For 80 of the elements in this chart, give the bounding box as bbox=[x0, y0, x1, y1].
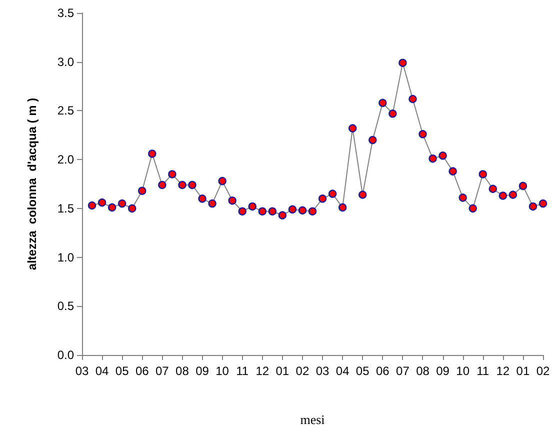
x-tick-label: 09 bbox=[196, 364, 210, 378]
y-tick-label: 2.0 bbox=[57, 152, 74, 167]
point bbox=[198, 194, 206, 203]
x-tick-label: 12 bbox=[256, 364, 270, 378]
point bbox=[378, 98, 387, 107]
point bbox=[118, 199, 126, 208]
point bbox=[428, 154, 437, 163]
point bbox=[278, 211, 287, 220]
x-tick-label: 03 bbox=[316, 364, 330, 378]
point bbox=[408, 94, 417, 104]
x-tick-label: 02 bbox=[536, 364, 550, 378]
x-tick-label: 07 bbox=[396, 364, 410, 378]
x-tick-label: 08 bbox=[176, 364, 190, 378]
point bbox=[478, 170, 487, 178]
y-axis-title: altezza colonna d'acqua ( m ) bbox=[25, 98, 39, 270]
point bbox=[178, 180, 186, 190]
point bbox=[268, 207, 277, 216]
x-tick-label: 11 bbox=[476, 364, 490, 378]
point bbox=[418, 130, 427, 138]
point bbox=[538, 199, 548, 208]
y-tick-label: 3.5 bbox=[57, 6, 74, 20]
point bbox=[188, 180, 196, 190]
point bbox=[398, 58, 407, 67]
point bbox=[208, 199, 216, 208]
point bbox=[248, 202, 256, 211]
y-tick-label: 1.0 bbox=[57, 250, 74, 264]
y-tick-label: 2.5 bbox=[57, 104, 74, 118]
x-tick-label: 01 bbox=[516, 364, 530, 378]
point bbox=[228, 196, 236, 205]
point bbox=[518, 182, 528, 190]
x-tick-label: 07 bbox=[155, 364, 170, 378]
x-tick-label: 10 bbox=[216, 364, 230, 378]
point bbox=[388, 110, 397, 118]
point bbox=[168, 170, 176, 178]
point bbox=[218, 176, 226, 186]
x-tick-label: 05 bbox=[356, 364, 370, 378]
x-tick-label: 09 bbox=[436, 364, 450, 378]
y-tick-label: 3.0 bbox=[57, 54, 74, 69]
point bbox=[88, 201, 96, 210]
point bbox=[298, 206, 307, 214]
point bbox=[498, 192, 508, 200]
x-tick-label: 12 bbox=[496, 364, 510, 378]
point bbox=[258, 207, 266, 216]
x-tick-label: 10 bbox=[456, 364, 470, 378]
point bbox=[358, 190, 367, 199]
point bbox=[448, 167, 457, 176]
x-tick-label: 06 bbox=[376, 364, 390, 378]
point bbox=[438, 152, 447, 160]
point bbox=[238, 207, 246, 216]
point bbox=[148, 150, 156, 158]
x-tick-label: 02 bbox=[296, 364, 310, 378]
point bbox=[128, 204, 136, 213]
point bbox=[508, 190, 518, 199]
point bbox=[488, 184, 497, 193]
x-axis-title: mesi bbox=[300, 412, 326, 427]
point bbox=[308, 207, 317, 216]
x-tick-label: 03 bbox=[75, 364, 89, 378]
x-tick-label: 05 bbox=[115, 364, 130, 378]
x-tick-label: 11 bbox=[236, 364, 249, 378]
x-tick-label: 04 bbox=[95, 364, 110, 378]
point bbox=[98, 198, 106, 207]
x-tick-label: 01 bbox=[276, 364, 290, 378]
point bbox=[528, 202, 538, 211]
x-tick-label: 08 bbox=[416, 364, 430, 378]
point bbox=[158, 180, 166, 190]
point bbox=[348, 124, 357, 132]
point bbox=[288, 205, 297, 214]
x-tick-label: 06 bbox=[135, 364, 150, 378]
point bbox=[328, 190, 337, 198]
point bbox=[468, 204, 477, 213]
point bbox=[368, 136, 377, 144]
point bbox=[138, 186, 146, 195]
point bbox=[108, 203, 116, 212]
y-tick-label: 1.5 bbox=[57, 201, 74, 216]
x-tick-label: 04 bbox=[336, 364, 350, 378]
point bbox=[338, 203, 347, 212]
y-tick-label: 0.5 bbox=[57, 299, 74, 314]
y-tick-label: 0.0 bbox=[57, 348, 74, 362]
point bbox=[318, 194, 327, 203]
point bbox=[458, 194, 467, 202]
